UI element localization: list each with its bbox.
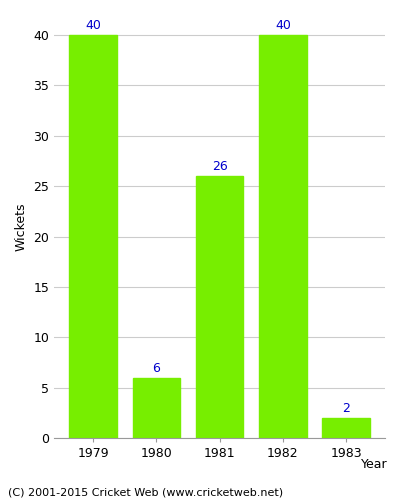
Text: 26: 26 [212,160,228,173]
Bar [69,35,117,438]
Text: (C) 2001-2015 Cricket Web (www.cricketweb.net): (C) 2001-2015 Cricket Web (www.cricketwe… [8,488,283,498]
Bar [259,35,307,438]
Bar [133,378,180,438]
Text: 2: 2 [342,402,350,415]
Text: Year: Year [361,458,388,470]
Bar [322,418,370,438]
Bar [196,176,243,438]
Text: 40: 40 [275,19,291,32]
Text: 40: 40 [85,19,101,32]
Text: 6: 6 [152,362,160,374]
Y-axis label: Wickets: Wickets [15,202,28,250]
